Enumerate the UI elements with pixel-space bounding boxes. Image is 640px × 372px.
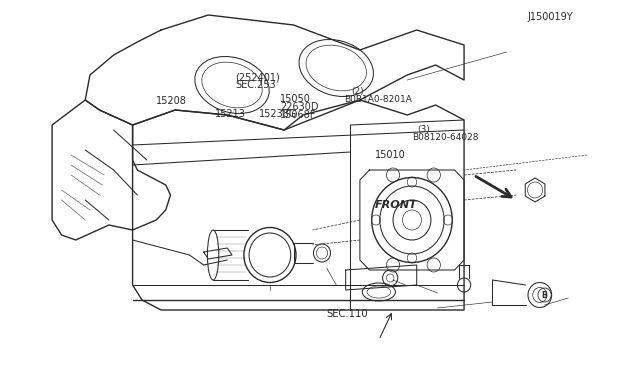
Text: 15050: 15050 <box>280 94 311 104</box>
Text: 15213: 15213 <box>215 109 246 119</box>
Text: B: B <box>541 291 547 299</box>
Text: FRONT: FRONT <box>374 200 417 209</box>
Text: SEC.253: SEC.253 <box>235 80 276 90</box>
Text: B0B1A0-8201A: B0B1A0-8201A <box>344 95 412 104</box>
Text: SEC.110: SEC.110 <box>326 310 368 319</box>
Text: 15010: 15010 <box>374 151 405 160</box>
Text: J150019Y: J150019Y <box>527 12 573 22</box>
Text: (2): (2) <box>351 87 364 96</box>
Text: 15068F: 15068F <box>280 110 316 120</box>
Text: B08120-64028: B08120-64028 <box>412 133 479 142</box>
Text: 22630D: 22630D <box>280 102 319 112</box>
Text: 15238G: 15238G <box>259 109 298 119</box>
Text: (3): (3) <box>417 125 430 134</box>
Text: 15208: 15208 <box>156 96 186 106</box>
Text: (252401): (252401) <box>235 73 280 82</box>
